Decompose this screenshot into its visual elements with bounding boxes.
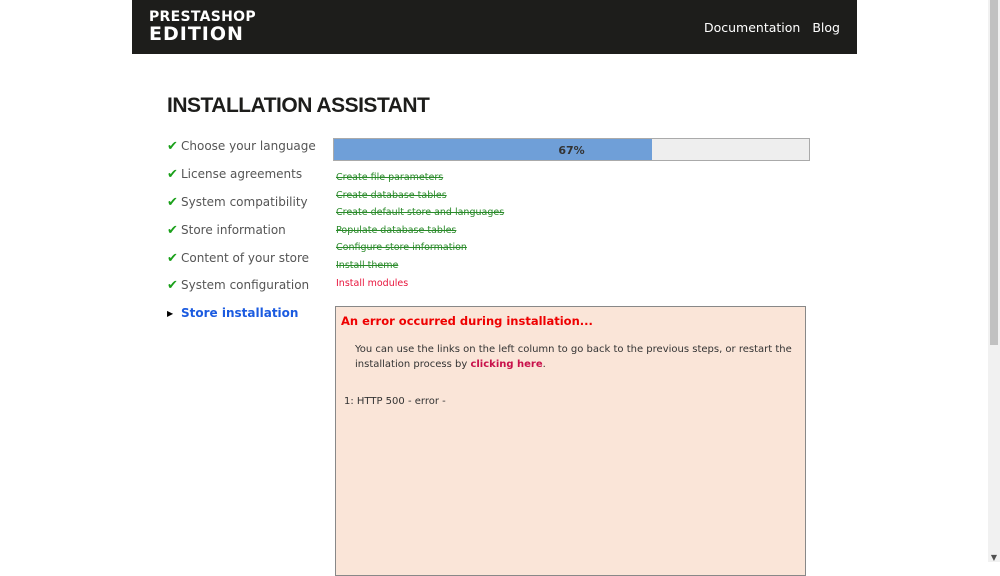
step-content[interactable]: ✔ Content of your store (167, 251, 316, 279)
task-item-error: Install modules (336, 277, 409, 289)
step-label: Choose your language (181, 139, 316, 153)
check-icon: ✔ (167, 222, 178, 238)
progress-fill (334, 139, 653, 160)
triangle-right-icon: ▶ (167, 309, 174, 319)
progress-label: 67% (558, 144, 585, 157)
step-label: Store information (181, 222, 286, 237)
header: PRESTASHOP EDITION Documentation Blog (132, 0, 857, 54)
restart-link[interactable]: clicking here (470, 359, 543, 370)
logo-line1: PRESTASHOP (149, 9, 256, 25)
top-nav: Documentation Blog (704, 20, 840, 35)
error-title: An error occurred during installation... (341, 314, 593, 328)
scroll-down-arrow-icon[interactable]: ▼ (990, 553, 998, 562)
error-text: You can use the links on the left column… (355, 344, 792, 370)
prestashop-logo[interactable]: PRESTASHOP EDITION (149, 10, 256, 44)
task-item: Create file parameters (336, 172, 444, 183)
logo-line2: EDITION (149, 23, 244, 45)
steps-list: ✔ Choose your language ✔ License agreement… (167, 139, 316, 334)
error-message: You can use the links on the left column… (355, 342, 795, 372)
step-compatibility[interactable]: ✔ System compatibility (167, 195, 316, 223)
task-item: Populate database tables (336, 224, 457, 236)
task-list: Create file parameters Create database t… (336, 172, 504, 295)
step-store-installation: ▶ Store installation (167, 306, 316, 334)
page-title: INSTALLATION ASSISTANT (167, 94, 430, 117)
check-icon: ✔ (167, 250, 178, 266)
step-label: Content of your store (181, 250, 310, 265)
task-item: Configure store information (336, 242, 467, 254)
step-store-information[interactable]: ✔ Store information (167, 223, 316, 251)
check-icon: ✔ (167, 166, 178, 182)
check-icon: ✔ (167, 139, 178, 154)
check-icon: ✔ (167, 194, 178, 210)
step-label: System compatibility (181, 194, 308, 209)
scrollbar[interactable]: ▼ (988, 0, 1000, 562)
task-item: Install theme (336, 259, 399, 271)
check-icon: ✔ (167, 278, 178, 294)
scrollbar-thumb[interactable] (990, 0, 998, 345)
step-label: License agreements (181, 166, 303, 181)
error-detail: 1: HTTP 500 - error - (344, 396, 446, 407)
step-label: Store installation (181, 306, 299, 321)
step-license[interactable]: ✔ License agreements (167, 167, 316, 195)
nav-documentation[interactable]: Documentation (703, 20, 801, 35)
progress-bar: 67% (333, 138, 810, 161)
error-box: An error occurred during installation...… (335, 306, 806, 576)
task-item: Create default store and languages (336, 207, 505, 219)
task-item: Create database tables (336, 189, 447, 201)
step-label: System configuration (181, 278, 310, 293)
step-system-config[interactable]: ✔ System configuration (167, 278, 316, 306)
step-choose-language[interactable]: ✔ Choose your language (167, 139, 316, 167)
nav-blog[interactable]: Blog (812, 20, 840, 35)
error-period: . (542, 359, 546, 370)
